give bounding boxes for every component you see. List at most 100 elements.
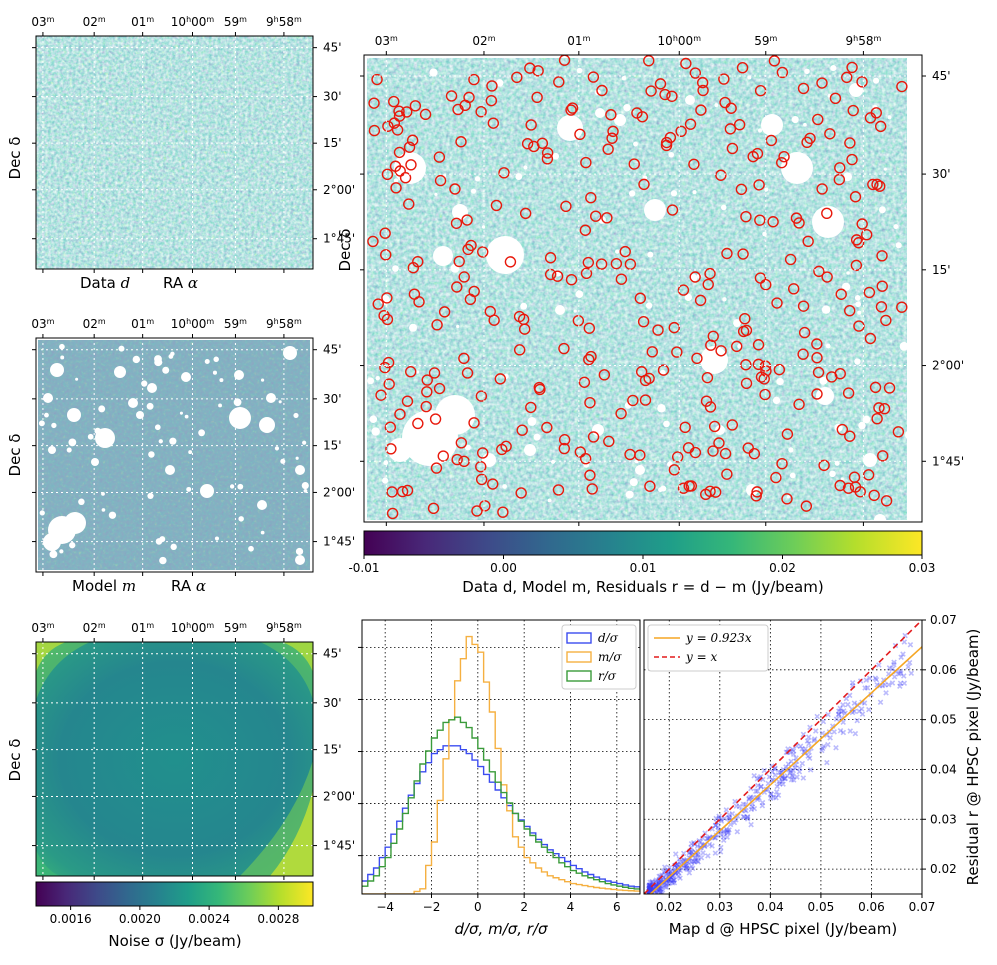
scatter-point: [732, 798, 738, 805]
ra-tick-label: 9h58m: [846, 34, 882, 49]
scatter-point: [720, 837, 727, 843]
scatter-point: [831, 729, 837, 735]
masked-source-small: [382, 477, 389, 484]
scatter-point: [755, 782, 761, 789]
source-marker: [541, 147, 554, 159]
source-marker: [558, 342, 570, 355]
ra-tick-label: 59m: [224, 621, 247, 636]
scatter-point: [783, 749, 790, 756]
scatter-point: [759, 802, 766, 809]
scatter-point: [908, 670, 915, 677]
masked-source: [614, 114, 626, 126]
source-marker: [476, 447, 489, 459]
source-marker: [379, 361, 391, 374]
data-map-grid: [36, 36, 313, 269]
scatter-point: [847, 728, 854, 734]
ra-tick-label: 02m: [83, 15, 106, 30]
scatter-point: [901, 680, 908, 687]
scatter-point: [838, 709, 845, 715]
scatter-point: [656, 888, 663, 894]
histogram-xtick-label: 6: [613, 900, 621, 914]
scatter-point: [746, 795, 752, 802]
scatter-point: [811, 736, 818, 742]
source-marker: [528, 140, 540, 153]
scatter-point: [724, 829, 731, 836]
scatter-point: [713, 815, 719, 822]
source-marker: [798, 326, 811, 339]
model-map-ticks: 03m 02m 01m 10h00m 59m 9h58m 45' 30' 15' 2°00' 1°4…: [31, 317, 355, 576]
scatter-point: [775, 792, 782, 799]
masked-source-small: [670, 190, 678, 197]
dec-tick-label: 1°45': [323, 535, 355, 549]
masked-source-small: [303, 489, 308, 493]
masked-source-small: [101, 508, 106, 512]
masked-source-small: [647, 251, 654, 258]
scatter-point: [663, 884, 670, 890]
masked-source: [433, 246, 453, 266]
scatter-point: [792, 765, 798, 771]
dec-tick-label: 1°45': [323, 839, 355, 853]
scatter-point: [682, 858, 688, 864]
source-marker: [636, 111, 649, 123]
masked-source: [91, 458, 99, 466]
colorbar-tick-label: 0.0016: [50, 912, 92, 926]
scatter-point: [767, 795, 774, 802]
scatter-point: [717, 831, 724, 838]
scatter-point: [662, 864, 668, 870]
ra-tick-label: 02m: [83, 317, 106, 332]
ra-tick-label: 10h00m: [658, 34, 702, 49]
scatter-points: [646, 632, 915, 894]
scatter-xtick-label: 0.03: [706, 900, 733, 914]
dec-tick-label: 15': [323, 136, 342, 150]
scatter-xtick-label: 0.05: [808, 900, 835, 914]
source-marker: [821, 271, 833, 283]
scatter-point: [784, 773, 791, 779]
source-marker: [389, 160, 402, 172]
masked-source-small: [68, 438, 77, 447]
masked-source-small: [87, 433, 94, 440]
scatter-point: [718, 816, 724, 823]
masked-source-small: [244, 419, 250, 424]
masked-source-small: [229, 484, 235, 489]
masked-source-small: [527, 417, 537, 426]
scatter-point: [744, 814, 751, 821]
masked-source: [595, 108, 605, 118]
source-marker: [606, 132, 618, 144]
masked-source-small: [786, 495, 791, 499]
source-marker: [736, 62, 749, 74]
scatter-point: [799, 760, 806, 767]
scatter-point: [754, 795, 761, 801]
source-marker: [816, 183, 828, 195]
scatter-point: [653, 877, 659, 883]
source-marker: [811, 338, 823, 350]
source-marker: [671, 451, 684, 463]
source-marker: [850, 234, 863, 246]
scatter-point: [657, 886, 664, 892]
source-marker: [735, 183, 748, 196]
source-marker: [475, 390, 488, 402]
masked-source-small: [188, 450, 193, 455]
scatter-point: [790, 748, 797, 754]
source-marker: [579, 224, 592, 236]
scatter-point: [748, 806, 755, 813]
scatter-point: [788, 777, 795, 783]
masked-source-small: [260, 530, 265, 535]
source-marker: [844, 137, 856, 149]
source-marker: [846, 153, 858, 166]
scatter-point: [693, 857, 699, 864]
scatter-point: [849, 680, 856, 686]
scatter-point: [667, 877, 673, 884]
source-marker: [688, 158, 700, 170]
source-marker: [583, 353, 595, 366]
source-marker: [419, 108, 432, 121]
scatter-point: [877, 699, 884, 705]
scatter-point: [734, 813, 741, 819]
source-marker: [834, 479, 846, 492]
source-marker: [371, 73, 383, 86]
source-marker: [864, 112, 877, 124]
source-marker: [574, 128, 586, 141]
scatter-point: [889, 666, 896, 672]
masked-source: [295, 555, 305, 565]
scatter-point: [646, 884, 652, 891]
masked-source-small: [878, 206, 886, 214]
